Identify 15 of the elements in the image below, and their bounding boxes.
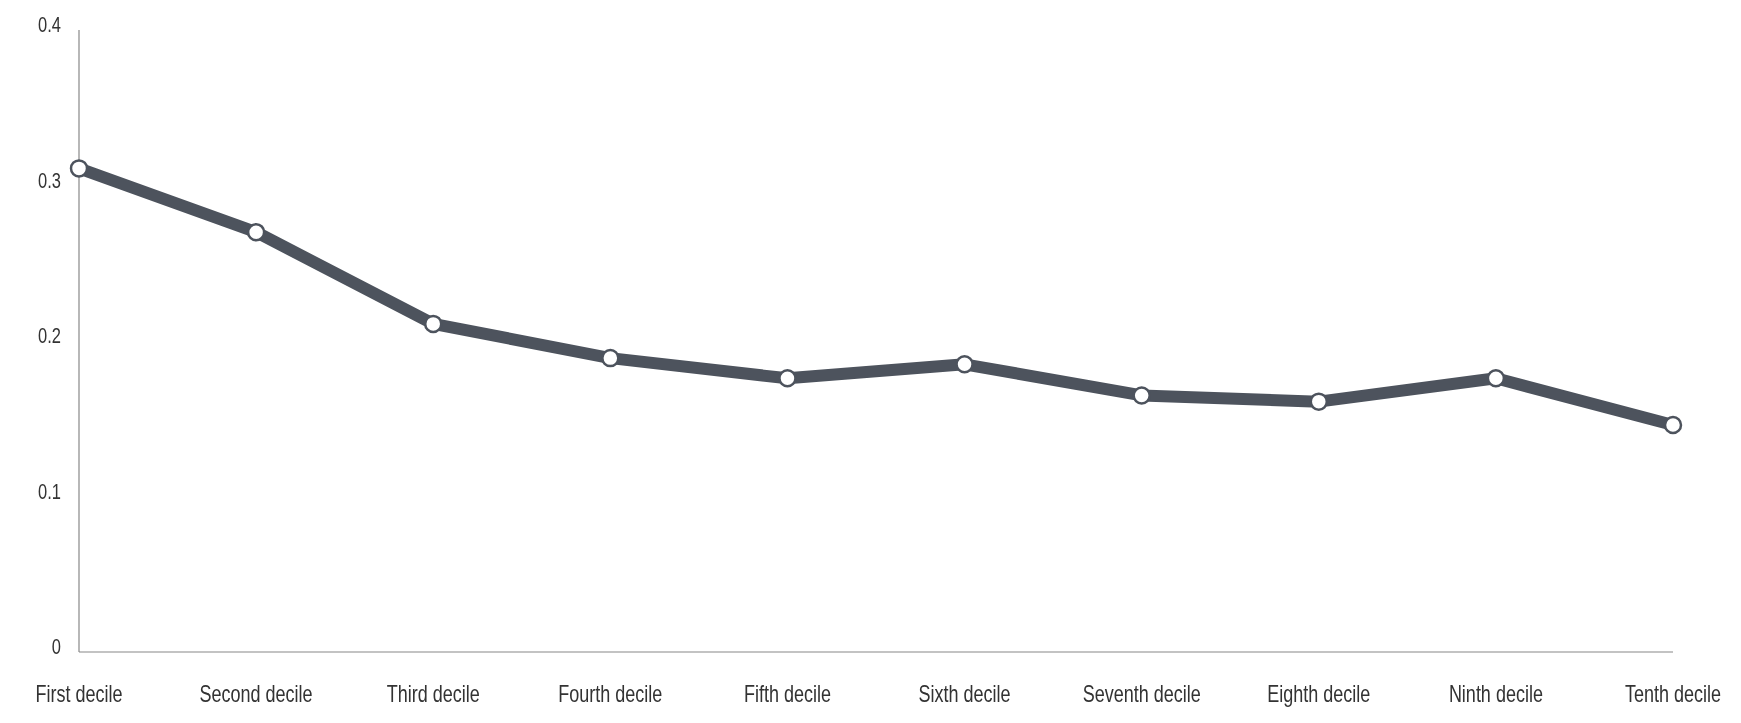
x-tick-label: Seventh decile [1082, 680, 1201, 707]
y-tick-label: 0.4 [38, 11, 62, 37]
x-tick-label: Ninth decile [1448, 680, 1543, 707]
x-tick-label: Third decile [386, 680, 480, 707]
y-tick-label: 0.1 [38, 478, 61, 504]
x-tick-label: Fourth decile [558, 680, 663, 707]
x-tick-label: Tenth decile [1624, 680, 1722, 707]
x-tick-label: Sixth decile [918, 680, 1011, 707]
y-tick-label: 0 [51, 633, 62, 659]
x-tick-label: Eighth decile [1267, 680, 1371, 708]
y-tick-label: 0.3 [38, 167, 61, 193]
y-tick-label: 0.2 [38, 322, 61, 348]
x-tick-label: First decile [35, 680, 123, 707]
x-tick-label: Fifth decile [743, 680, 831, 707]
x-tick-label: Second decile [199, 680, 313, 707]
